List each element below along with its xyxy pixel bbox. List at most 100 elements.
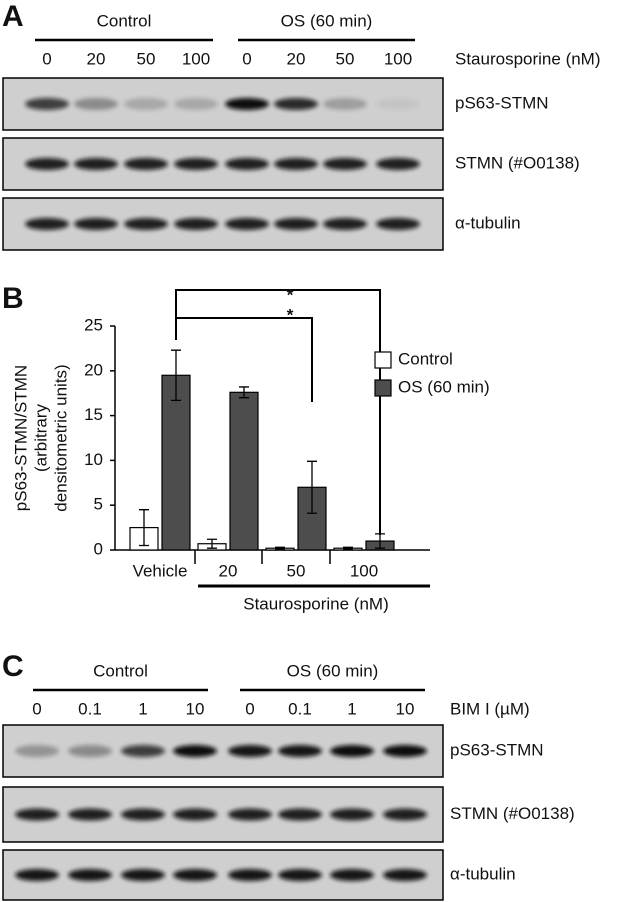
lane-label: 10	[396, 699, 415, 718]
band	[173, 869, 217, 881]
legend-label: Control	[398, 349, 453, 368]
band	[173, 808, 217, 821]
error-bar	[307, 460, 317, 514]
band	[383, 808, 427, 821]
y-tick-label: 20	[84, 360, 103, 379]
band	[74, 158, 118, 170]
band	[174, 98, 218, 110]
band	[25, 98, 69, 110]
band	[124, 218, 168, 230]
band	[274, 98, 318, 110]
band	[121, 869, 165, 881]
group-label: OS (60 min)	[287, 661, 379, 680]
band	[121, 745, 165, 757]
y-tick-label: 15	[84, 405, 103, 424]
lane-label: 1	[347, 699, 356, 718]
y-axis-label: pS63-STMN/STMN	[11, 365, 30, 511]
error-bar	[343, 546, 353, 550]
error-bar	[171, 349, 181, 402]
band	[274, 218, 318, 230]
lane-axis-label: Staurosporine (nM)	[455, 49, 601, 68]
band	[376, 98, 420, 110]
lane-label: 100	[182, 49, 210, 68]
band	[15, 745, 59, 757]
y-axis-label: densitometric units)	[51, 364, 70, 511]
blot-label: pS63-STMN	[455, 93, 549, 112]
blot-label: STMN (#O0138)	[455, 153, 580, 172]
lane-label: 10	[186, 699, 205, 718]
y-tick-label: 25	[84, 315, 103, 334]
band	[330, 745, 374, 757]
x-tick-label: 50	[287, 561, 306, 580]
bar	[229, 391, 259, 551]
band	[228, 869, 272, 881]
blot-label: α-tubulin	[450, 864, 516, 883]
band	[124, 158, 168, 170]
y-tick-label: 10	[84, 450, 103, 469]
band	[376, 158, 420, 170]
band	[383, 869, 427, 881]
significance-bracket	[175, 317, 313, 402]
band	[173, 745, 217, 757]
panel-label: A	[2, 0, 24, 33]
band	[330, 869, 374, 881]
group-label: OS (60 min)	[281, 11, 373, 30]
band	[278, 808, 322, 821]
band	[121, 808, 165, 821]
band	[174, 158, 218, 170]
significance-bracket	[175, 289, 381, 535]
band	[15, 808, 59, 821]
error-bar	[239, 386, 249, 399]
band	[330, 808, 374, 821]
band	[376, 218, 420, 230]
legend-swatch	[374, 351, 392, 369]
lane-axis-label: BIM I (µM)	[450, 699, 530, 718]
band	[74, 98, 118, 110]
lane-label: 1	[138, 699, 147, 718]
band	[225, 158, 269, 170]
band	[323, 218, 367, 230]
lane-label: 100	[384, 49, 412, 68]
y-tick-label: 5	[94, 495, 103, 514]
x-axis-label: Staurosporine (nM)	[243, 594, 389, 613]
band	[25, 158, 69, 170]
band	[274, 158, 318, 170]
lane-label: 50	[137, 49, 156, 68]
x-tick-label: Vehicle	[133, 561, 188, 580]
band	[15, 869, 59, 881]
band	[228, 745, 272, 757]
group-label: Control	[93, 661, 148, 680]
lane-label: 50	[336, 49, 355, 68]
legend-label: OS (60 min)	[398, 377, 490, 396]
error-bar	[207, 538, 217, 549]
lane-label: 20	[87, 49, 106, 68]
blot-label: STMN (#O0138)	[450, 804, 575, 823]
band	[225, 218, 269, 230]
band	[278, 869, 322, 881]
band	[124, 98, 168, 110]
band	[383, 745, 427, 757]
band	[68, 745, 112, 757]
y-axis-label: (arbitrary	[31, 403, 50, 472]
lane-label: 0	[32, 699, 41, 718]
lane-label: 0	[42, 49, 51, 68]
bar	[161, 374, 191, 551]
lane-label: 0.1	[288, 699, 312, 718]
band	[278, 745, 322, 757]
panel-label: B	[2, 282, 24, 315]
annotation: *	[287, 285, 294, 304]
x-tick-label: 20	[219, 561, 238, 580]
x-tick-label: 100	[350, 561, 378, 580]
band	[228, 808, 272, 821]
error-bar	[139, 509, 149, 547]
group-label: Control	[97, 11, 152, 30]
error-bar	[275, 546, 285, 550]
legend-swatch	[374, 379, 392, 397]
panel-label: C	[2, 650, 24, 683]
blot-label: pS63-STMN	[450, 740, 544, 759]
y-tick-label: 0	[94, 539, 103, 558]
lane-label: 0.1	[78, 699, 102, 718]
band	[225, 98, 269, 110]
band	[74, 218, 118, 230]
